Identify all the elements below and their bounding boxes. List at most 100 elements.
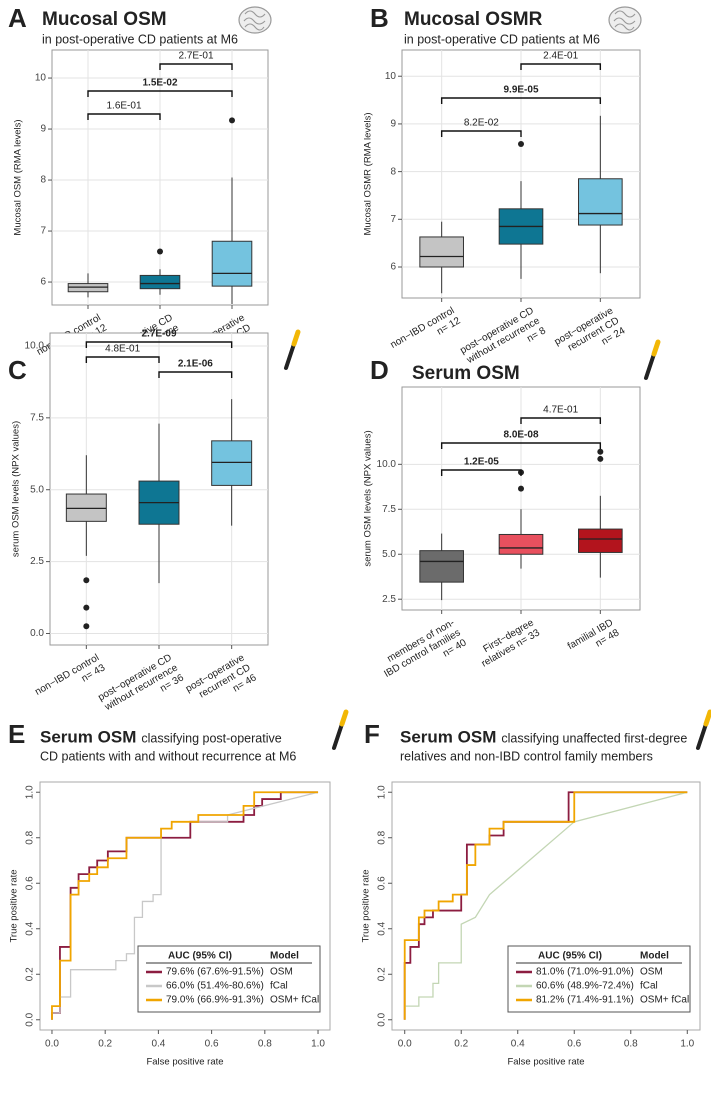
chart-subtitle: CD patients with and without recurrence … [40, 749, 296, 763]
x-tick-label: 0.2 [98, 1039, 112, 1050]
outlier [597, 448, 604, 455]
y-tick-label: 6 [40, 277, 46, 288]
p-value: 2.4E-01 [543, 51, 578, 62]
icon-shape [651, 339, 661, 357]
box [211, 240, 253, 287]
y-tick-label: 9 [40, 124, 46, 135]
x-tick-label: 0.2 [454, 1039, 468, 1050]
y-tick-label: 0.8 [25, 830, 36, 844]
outlier [518, 140, 524, 147]
y-tick-label: 7 [40, 226, 46, 237]
icon [644, 339, 661, 380]
chart-title: Serum OSM [400, 727, 496, 746]
box [419, 550, 464, 583]
comparison-bracket [440, 442, 602, 449]
x-tick-label: 1.0 [311, 1039, 325, 1050]
legend-frame [507, 945, 691, 1013]
chart-subtitle: in post-operative CD patients at M6 [404, 32, 600, 46]
x-axis-label: False positive rate [507, 1057, 584, 1068]
x-tick-label: 0.6 [205, 1039, 219, 1050]
icon-shape [238, 6, 272, 34]
outlier [83, 577, 90, 584]
legend-auc: 79.0% (66.9%-91.3%) [166, 995, 264, 1006]
x-tick-label: 0.0 [45, 1039, 59, 1050]
panel-letter: F [364, 719, 380, 749]
p-value: 1.5E-02 [142, 78, 177, 89]
comparison-bracket [85, 341, 233, 348]
box [578, 178, 623, 226]
legend-header: Model [270, 951, 299, 962]
y-tick-label: 7 [390, 214, 396, 225]
y-tick-label: 5.0 [30, 484, 44, 495]
y-tick-label: 7.5 [382, 504, 396, 515]
p-value: 2.1E-06 [178, 359, 213, 370]
roc-curve [404, 791, 688, 1020]
box [498, 533, 544, 555]
comparison-bracket [85, 356, 160, 363]
y-axis-label: serum OSM levels (NPX values) [363, 430, 374, 566]
y-tick-label: 0.6 [377, 876, 388, 890]
legend-label: OSM [640, 967, 663, 978]
outlier [597, 455, 604, 462]
y-axis-label: True positive rate [9, 869, 20, 942]
legend-header: AUC (95% CI) [168, 951, 232, 962]
y-tick-label: 0.0 [30, 628, 44, 639]
outlier [83, 604, 90, 611]
roc-curve [403, 791, 688, 1020]
legend-label: OSM+ fCal [640, 995, 689, 1006]
chart-subtitle: in post-operative CD patients at M6 [42, 32, 238, 46]
x-tick-label: 0.8 [258, 1039, 272, 1050]
icon-shape [291, 329, 301, 347]
y-tick-label: 0.8 [377, 830, 388, 844]
p-value: 4.7E-01 [543, 405, 578, 416]
y-axis-label: True positive rate [361, 869, 372, 942]
legend-auc: 66.0% (51.4%-80.6%) [166, 981, 264, 992]
box [578, 528, 623, 553]
y-tick-label: 7.5 [30, 412, 44, 423]
legend-auc: 79.6% (67.6%-91.5%) [166, 967, 264, 978]
panel-letter: D [370, 355, 389, 385]
legend-label: OSM+ fCal [270, 995, 319, 1006]
p-value: 1.6E-01 [106, 101, 141, 112]
box [211, 440, 253, 486]
panel-letter: B [370, 3, 389, 33]
box [419, 236, 464, 268]
x-tick-label: 0.8 [624, 1039, 638, 1050]
x-tick-label: 0.4 [511, 1039, 525, 1050]
y-tick-label: 8 [40, 175, 46, 186]
y-tick-label: 2.5 [382, 594, 396, 605]
y-tick-label: 0.2 [377, 967, 388, 981]
chart-subtitle: classifying unaffected first-degree [501, 731, 687, 745]
chart-title: Serum OSM [412, 363, 520, 384]
legend-header: AUC (95% CI) [538, 951, 602, 962]
box [65, 493, 107, 522]
y-tick-label: 0.6 [25, 876, 36, 890]
y-tick-label: 9 [390, 119, 396, 130]
comparison-bracket [158, 371, 233, 378]
legend-label: OSM [270, 967, 293, 978]
comparison-bracket [87, 90, 233, 97]
y-tick-label: 5.0 [382, 549, 396, 560]
y-tick-label: 10.0 [25, 341, 45, 352]
y-tick-label: 0.0 [377, 1012, 388, 1026]
comparison-bracket [159, 63, 233, 70]
comparison-bracket [520, 417, 602, 424]
comparison-bracket [87, 113, 161, 120]
y-axis-label: Mucosal OSM (RMA levels) [13, 119, 24, 235]
p-value: 2.7E-01 [178, 51, 213, 62]
panel-letter: E [8, 719, 25, 749]
comparison-bracket [440, 97, 602, 104]
comparison-bracket [440, 469, 522, 476]
chart-subtitle: relatives and non-IBD control family mem… [400, 749, 653, 763]
legend-auc: 60.6% (48.9%-72.4%) [536, 981, 634, 992]
icon [608, 6, 642, 34]
p-value: 1.2E-05 [464, 457, 499, 468]
outlier [229, 117, 235, 124]
legend-auc: 81.0% (71.0%-91.0%) [536, 967, 634, 978]
legend-label: fCal [640, 981, 658, 992]
y-tick-label: 10 [35, 73, 47, 84]
icon [696, 709, 711, 750]
chart-subtitle: classifying post-operative [141, 731, 281, 745]
y-tick-label: 8 [390, 166, 396, 177]
icon-shape [608, 6, 642, 34]
